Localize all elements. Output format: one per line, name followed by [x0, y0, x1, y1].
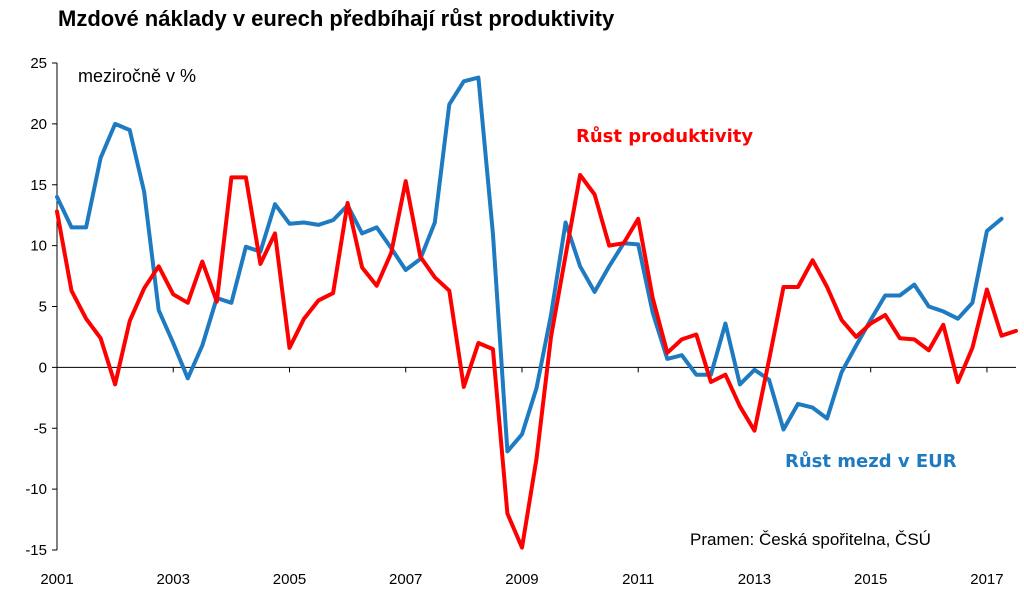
x-tick-label: 2001 [40, 571, 73, 588]
chart-axes [56, 63, 1016, 550]
x-tick-label: 2017 [970, 571, 1003, 588]
chart-title: Mzdové náklady v eurech předbíhají růst … [58, 6, 615, 31]
x-tick-label: 2005 [273, 571, 306, 588]
y-tick-label: -5 [34, 420, 47, 437]
series-label-productivity: Růst produktivity [576, 125, 753, 147]
productivity-line [55, 173, 1018, 550]
series-layer [55, 75, 1018, 550]
y-tick-label: 25 [30, 55, 47, 72]
x-tick-labels: 2001 2003 2005 2007 2009 2011 2013 2015 2017 [40, 367, 1004, 588]
wages-line [55, 75, 1004, 454]
y-tick-label: -15 [25, 542, 47, 559]
y-tick-label: 0 [39, 359, 47, 376]
y-tick-label: -10 [25, 481, 47, 498]
y-tick-label: 15 [30, 177, 47, 194]
x-tick-label: 2013 [738, 571, 771, 588]
x-tick-label: 2007 [389, 571, 422, 588]
x-tick-label: 2009 [505, 571, 538, 588]
x-tick-label: 2015 [854, 571, 887, 588]
y-tick-label: 20 [30, 116, 47, 133]
y-tick-labels: 25 20 15 10 5 0 -5 -10 -15 [25, 55, 57, 559]
source-note: Pramen: Česká spořitelna, ČSÚ [690, 530, 931, 549]
y-tick-label: 5 [39, 299, 47, 316]
series-label-wages: Růst mezd v EUR [785, 450, 957, 472]
x-tick-label: 2003 [157, 571, 190, 588]
unit-label: meziročně v % [78, 66, 196, 86]
x-tick-label: 2011 [622, 571, 654, 588]
y-tick-label: 10 [30, 238, 47, 255]
